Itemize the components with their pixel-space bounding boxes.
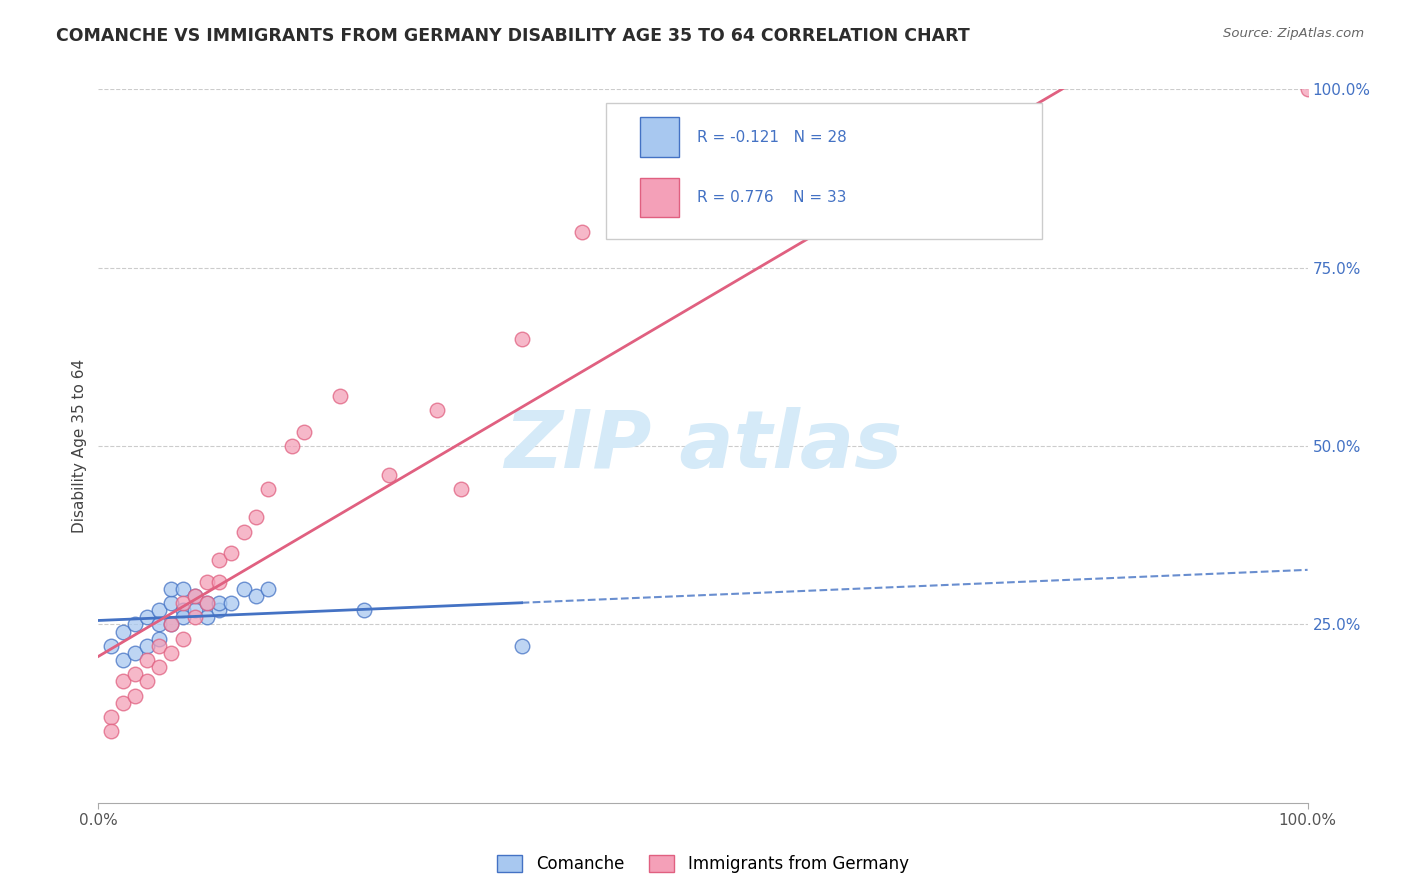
Point	[135, 674, 157, 689]
Point	[148, 660, 170, 674]
Point	[510, 639, 533, 653]
Point	[221, 546, 243, 560]
Point	[100, 639, 122, 653]
Point	[111, 653, 134, 667]
Point	[377, 467, 399, 482]
Point	[172, 596, 194, 610]
Point	[148, 632, 170, 646]
FancyBboxPatch shape	[640, 118, 679, 157]
Point	[281, 439, 304, 453]
Point	[160, 596, 183, 610]
Point	[111, 624, 134, 639]
Text: R = 0.776    N = 33: R = 0.776 N = 33	[697, 190, 846, 205]
Y-axis label: Disability Age 35 to 64: Disability Age 35 to 64	[72, 359, 87, 533]
Point	[160, 582, 183, 596]
Point	[1296, 82, 1319, 96]
Point	[195, 574, 218, 589]
Point	[329, 389, 352, 403]
Point	[571, 225, 593, 239]
Point	[111, 696, 134, 710]
Text: ZIP atlas: ZIP atlas	[503, 407, 903, 485]
Text: Source: ZipAtlas.com: Source: ZipAtlas.com	[1223, 27, 1364, 40]
Text: R = -0.121   N = 28: R = -0.121 N = 28	[697, 129, 846, 145]
Point	[148, 639, 170, 653]
Text: COMANCHE VS IMMIGRANTS FROM GERMANY DISABILITY AGE 35 TO 64 CORRELATION CHART: COMANCHE VS IMMIGRANTS FROM GERMANY DISA…	[56, 27, 970, 45]
Point	[208, 553, 231, 567]
Point	[100, 710, 122, 724]
Point	[111, 674, 134, 689]
FancyBboxPatch shape	[640, 178, 679, 218]
Point	[208, 574, 231, 589]
Point	[195, 596, 218, 610]
Point	[353, 603, 375, 617]
Point	[208, 596, 231, 610]
Point	[172, 603, 194, 617]
Point	[292, 425, 315, 439]
Point	[172, 632, 194, 646]
Point	[195, 610, 218, 624]
FancyBboxPatch shape	[606, 103, 1042, 239]
Point	[184, 610, 207, 624]
Point	[184, 603, 207, 617]
Point	[135, 653, 157, 667]
Point	[135, 610, 157, 624]
Point	[124, 689, 146, 703]
Point	[426, 403, 449, 417]
Point	[160, 646, 183, 660]
Legend: Comanche, Immigrants from Germany: Comanche, Immigrants from Germany	[491, 848, 915, 880]
Point	[160, 617, 183, 632]
Point	[256, 582, 278, 596]
Point	[256, 482, 278, 496]
Point	[221, 596, 243, 610]
Point	[245, 510, 267, 524]
Point	[510, 332, 533, 346]
Point	[232, 524, 254, 539]
Point	[135, 639, 157, 653]
Point	[184, 589, 207, 603]
Point	[232, 582, 254, 596]
Point	[124, 667, 146, 681]
Point	[195, 596, 218, 610]
Point	[450, 482, 472, 496]
Point	[100, 724, 122, 739]
Point	[148, 603, 170, 617]
Point	[172, 582, 194, 596]
Point	[160, 617, 183, 632]
Point	[172, 610, 194, 624]
Point	[124, 646, 146, 660]
Point	[245, 589, 267, 603]
Point	[184, 589, 207, 603]
Point	[124, 617, 146, 632]
Point	[208, 603, 231, 617]
Point	[148, 617, 170, 632]
